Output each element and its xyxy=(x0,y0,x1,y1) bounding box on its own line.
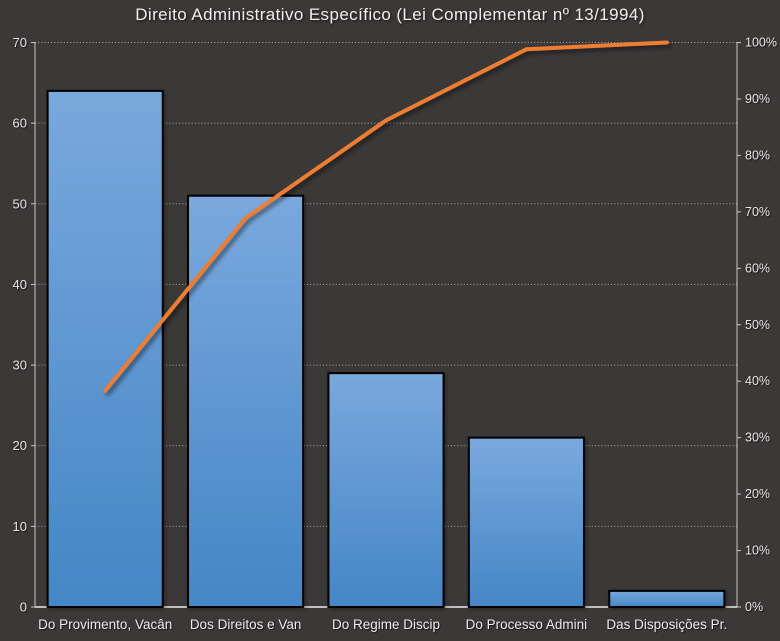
x-axis-category-label: Dos Direitos e Van xyxy=(190,617,302,632)
bar-2 xyxy=(327,372,445,608)
left-axis-tick-label: 50 xyxy=(13,196,27,211)
right-axis-tick-label: 0% xyxy=(745,600,763,614)
bar-1 xyxy=(187,194,305,608)
left-axis-tick-label: 0 xyxy=(20,600,27,615)
x-axis-category-label: Do Provimento, Vacân xyxy=(38,617,172,632)
right-axis-tick-label: 70% xyxy=(745,205,770,219)
left-axis-tick-label: 70 xyxy=(13,35,27,50)
left-axis-tick-label: 10 xyxy=(13,519,27,534)
right-axis-tick-label: 30% xyxy=(745,431,770,445)
x-axis-category-label: Do Processo Admini xyxy=(466,617,588,632)
x-axis-category-label: Das Disposições Pr. xyxy=(606,617,727,632)
x-axis-category-label: Do Regime Discip xyxy=(332,617,440,632)
left-axis-tick-label: 30 xyxy=(13,358,27,373)
left-axis-tick-label: 40 xyxy=(13,277,27,292)
right-axis-tick-label: 40% xyxy=(745,374,770,388)
right-axis-tick-label: 20% xyxy=(745,487,770,501)
bar-3 xyxy=(467,436,585,608)
left-axis-tick-label: 20 xyxy=(13,438,27,453)
right-axis-tick-label: 50% xyxy=(745,318,770,332)
cumulative-percentage-line xyxy=(103,40,669,393)
right-axis-tick-label: 90% xyxy=(745,92,770,106)
right-axis-tick-label: 100% xyxy=(745,36,777,50)
bar-0 xyxy=(46,89,164,608)
chart-title: Direito Administrativo Específico (Lei C… xyxy=(135,5,645,24)
right-axis-tick-label: 60% xyxy=(745,261,770,275)
right-axis-tick-label: 80% xyxy=(745,148,770,162)
bar-4 xyxy=(608,589,726,608)
left-axis-tick-label: 60 xyxy=(13,116,27,131)
right-axis-tick-label: 10% xyxy=(745,544,770,558)
